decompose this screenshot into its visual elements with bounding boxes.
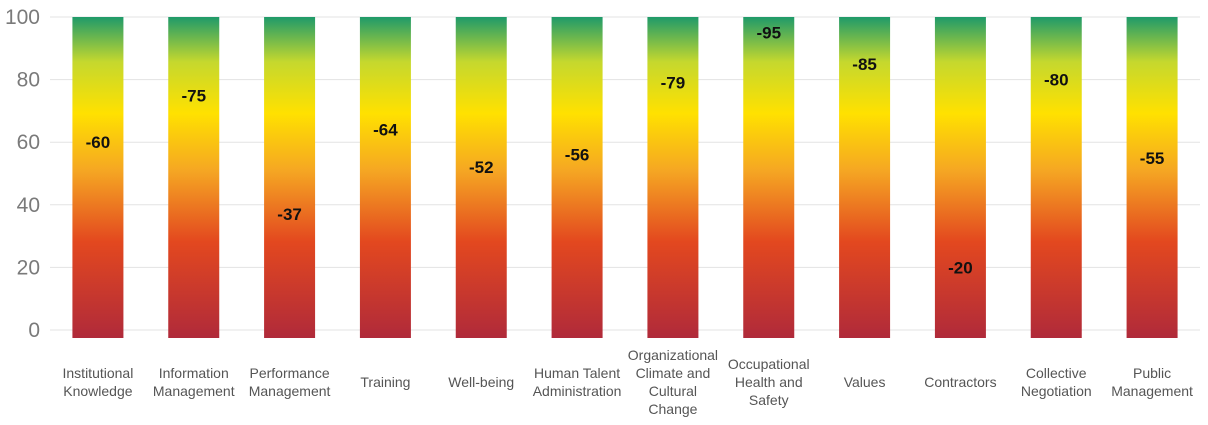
- y-tick-label: 40: [17, 194, 40, 217]
- data-label: -55: [1140, 149, 1165, 168]
- x-category-label: Occupational Health and Safety: [728, 356, 810, 408]
- x-category-line: Public: [1133, 365, 1171, 381]
- bar: [1126, 17, 1178, 338]
- x-category-line: Safety: [749, 392, 789, 408]
- data-label: -75: [181, 86, 206, 105]
- data-label: -79: [661, 74, 686, 93]
- data-label: -60: [86, 133, 111, 152]
- data-label: -80: [1044, 71, 1069, 90]
- bar: [551, 17, 603, 338]
- x-category-line: Values: [844, 374, 886, 390]
- y-tick-label: 20: [17, 256, 40, 279]
- bar: [1030, 17, 1082, 338]
- gridlines: [50, 16, 1200, 331]
- bar: [743, 17, 795, 338]
- x-category-line: Change: [648, 401, 697, 417]
- y-tick-label: 60: [17, 131, 40, 154]
- data-label: -56: [565, 146, 590, 165]
- x-category-line: Contractors: [924, 374, 996, 390]
- x-category-line: Climate and: [636, 365, 711, 381]
- x-category-label: Collective Negotiation: [1021, 365, 1092, 399]
- bar: [934, 17, 986, 338]
- bar: [359, 17, 411, 338]
- x-category-line: Collective: [1026, 365, 1087, 381]
- x-category-line: Institutional: [63, 365, 134, 381]
- x-category-line: Health and: [735, 374, 803, 390]
- x-category-label: Institutional Knowledge: [63, 365, 134, 399]
- bar: [168, 17, 220, 338]
- x-category-line: Information: [159, 365, 229, 381]
- y-tick-label: 0: [28, 319, 40, 342]
- x-category-line: Administration: [533, 383, 622, 399]
- y-tick-label: 80: [17, 69, 40, 92]
- x-axis-categories: Institutional Knowledge Information Managem…: [63, 347, 1194, 417]
- data-label: -95: [756, 24, 781, 43]
- y-tick-label: 100: [5, 6, 40, 29]
- bar: [839, 17, 891, 338]
- x-category-line: Well-being: [448, 374, 514, 390]
- x-category-line: Organizational: [628, 347, 718, 363]
- x-category-label: Values: [844, 374, 886, 390]
- x-category-label: Training: [360, 374, 410, 390]
- bars: [72, 17, 1178, 338]
- bar: [647, 17, 699, 338]
- data-label: -64: [373, 121, 398, 140]
- bar: [264, 17, 316, 338]
- bar: [455, 17, 507, 338]
- x-category-line: Management: [249, 383, 331, 399]
- x-category-line: Cultural: [649, 383, 697, 399]
- x-category-line: Negotiation: [1021, 383, 1092, 399]
- data-label: -52: [469, 158, 494, 177]
- x-category-line: Management: [153, 383, 235, 399]
- x-category-label: Organizational Climate and Cultural Change: [628, 347, 718, 417]
- data-label: -85: [852, 55, 877, 74]
- x-category-line: Performance: [250, 365, 330, 381]
- data-label: -37: [277, 205, 302, 224]
- x-category-label: Contractors: [924, 374, 996, 390]
- x-category-label: Public Management: [1111, 365, 1193, 399]
- y-axis-ticks: 0 20 40 60 80 100: [5, 6, 40, 342]
- x-category-line: Training: [360, 374, 410, 390]
- bar: [72, 17, 124, 338]
- x-category-label: Performance Management: [249, 365, 331, 399]
- data-labels: -60 -75 -37 -64 -52 -56 -79 -95 -85 -20 -80 -55: [86, 24, 1165, 278]
- x-category-line: Knowledge: [63, 383, 132, 399]
- x-category-line: Human Talent: [534, 365, 620, 381]
- x-category-line: Management: [1111, 383, 1193, 399]
- x-category-line: Occupational: [728, 356, 810, 372]
- x-category-label: Well-being: [448, 374, 514, 390]
- x-category-label: Human Talent Administration: [533, 365, 622, 399]
- data-label: -20: [948, 258, 973, 277]
- x-category-label: Information Management: [153, 365, 235, 399]
